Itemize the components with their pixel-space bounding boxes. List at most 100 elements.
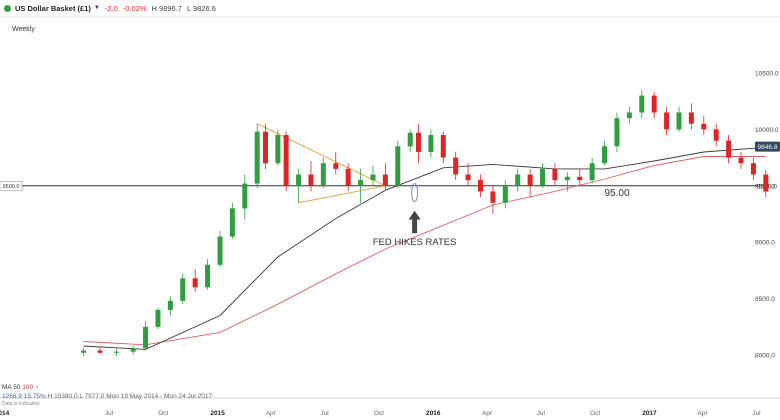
candle-body <box>465 174 471 181</box>
arrow-up-icon <box>408 210 421 234</box>
current-price-label: 9846.8 <box>758 144 778 151</box>
stats-range: 1266.9 <box>2 393 22 400</box>
candle-body <box>577 176 583 181</box>
instrument-title[interactable]: US Dollar Basket (£1) <box>15 3 91 13</box>
candle-body <box>242 183 248 209</box>
candle-body <box>155 309 161 327</box>
y-tick-label: 10000.0 <box>755 127 779 134</box>
candle-body <box>676 112 682 130</box>
x-tick-label: Jul <box>752 410 761 417</box>
timeframe-label: Weekly <box>12 26 35 33</box>
close-icon[interactable]: × <box>34 384 39 391</box>
candle-body <box>320 163 326 186</box>
candle-body <box>254 131 260 184</box>
candle-body <box>453 157 459 175</box>
candle-body <box>308 174 314 186</box>
x-tick-label: Jul <box>320 410 329 417</box>
candle-body <box>515 174 521 186</box>
candle-body <box>428 135 434 152</box>
candle-body <box>205 264 211 288</box>
disclaimer: Data is indicative <box>2 401 40 407</box>
x-tick-label: 2016 <box>426 410 441 417</box>
candle-body <box>97 350 103 353</box>
stats-percent: 15.75% <box>23 393 46 400</box>
candle-body <box>552 168 558 181</box>
x-tick-label: 2017 <box>642 410 657 417</box>
candle-body <box>750 163 756 175</box>
candle-body <box>688 112 694 124</box>
ma-100-label: 100 <box>22 384 34 391</box>
price-change-percent: -0.02% <box>122 3 147 13</box>
candle-body <box>440 135 446 158</box>
candle-body <box>527 174 533 186</box>
x-tick-label: 2014 <box>0 410 10 417</box>
status-dot-icon <box>4 4 11 12</box>
candle-body <box>180 278 186 301</box>
candle-body <box>217 236 223 265</box>
stats-high-low: H 10380.0 L 7977.0 <box>47 393 105 400</box>
x-tick-label: Jul <box>105 410 114 417</box>
support-left-label: 9500.0 <box>3 184 20 190</box>
candle-body <box>626 112 632 119</box>
candle-body <box>345 168 351 186</box>
chevron-down-icon[interactable]: ▼ <box>93 5 100 11</box>
candle-body <box>81 350 87 353</box>
candle-body <box>738 157 744 164</box>
candle-body <box>167 300 173 310</box>
candle-body <box>477 180 483 192</box>
candle-body <box>229 208 235 237</box>
stats-line: 1266.9 15.75% H 10380.0 L 7977.0 Mon 19 … <box>2 392 212 401</box>
candle-body <box>114 351 120 353</box>
candle-body <box>726 140 732 158</box>
candle-body <box>651 95 657 113</box>
support-level-label: 95.00 <box>604 188 629 199</box>
ma-label: MA <box>2 384 12 391</box>
candle-body <box>502 185 508 203</box>
y-tick-label: 8000.0 <box>755 353 775 360</box>
highlight-ellipse <box>411 183 419 203</box>
ma-50-line <box>83 146 766 350</box>
candle-body <box>602 146 608 164</box>
candle-body <box>143 326 149 349</box>
low-value: L 9826.6 <box>186 3 216 13</box>
trendline-2 <box>298 185 386 204</box>
date-range: Mon 19 May 2014 - Mon 24 Jul 2017 <box>106 393 213 400</box>
x-tick-label: Oct <box>374 410 384 417</box>
current-price-badge <box>755 141 780 152</box>
candle-body <box>614 118 620 147</box>
candle-body <box>382 174 388 186</box>
x-tick-label: Oct <box>158 410 168 417</box>
ma-50-label: 50 <box>13 384 21 391</box>
candle-body <box>296 174 302 186</box>
candle-body <box>395 146 401 186</box>
candle-body <box>130 348 136 352</box>
candle-body <box>370 174 376 181</box>
x-tick-label: Apr <box>698 410 709 417</box>
ma-100-line <box>83 156 766 346</box>
x-tick-label: Apr <box>266 410 277 417</box>
support-left-badge <box>0 181 23 191</box>
candle-body <box>713 129 719 141</box>
candle-body <box>763 174 769 192</box>
x-tick-label: Apr <box>482 410 493 417</box>
candle-body <box>275 135 281 164</box>
trendline-1 <box>256 123 386 187</box>
candle-body <box>664 112 670 130</box>
candle-body <box>262 131 268 164</box>
candle-body <box>415 132 421 152</box>
candle-body <box>701 123 707 130</box>
candle-body <box>639 95 645 113</box>
y-tick-label: 8500.0 <box>755 296 775 303</box>
x-tick-label: 2015 <box>210 410 225 417</box>
chart-footer: MA 50 100 × 1266.9 15.75% H 10380.0 L 79… <box>2 383 212 407</box>
x-tick-label: Oct <box>590 410 600 417</box>
candle-body <box>283 135 289 186</box>
indicator-legend: MA 50 100 × <box>2 383 212 392</box>
annotation-label: FED HIKES RATES <box>373 237 457 248</box>
instrument-header: US Dollar Basket (£1) ▼ -2.0 -0.02% H 98… <box>0 0 780 16</box>
x-tick-label: Jul <box>537 410 546 417</box>
price-change: -2.0 <box>104 3 118 13</box>
candle-body <box>333 163 339 169</box>
y-tick-label: 9000.0 <box>755 240 775 247</box>
